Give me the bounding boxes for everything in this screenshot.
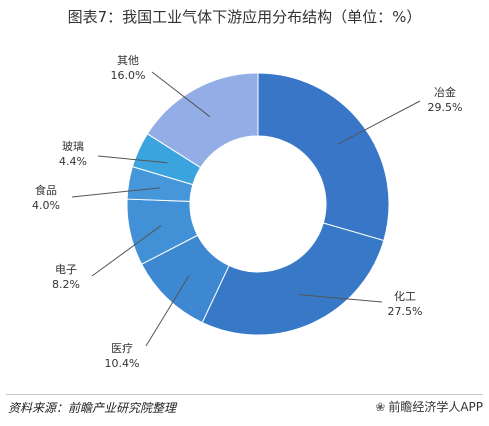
slice-label-0: 冶金 bbox=[434, 85, 456, 99]
slice-label-2: 医疗 bbox=[111, 341, 133, 355]
slice-label-6: 其他 bbox=[117, 54, 139, 67]
leader-line-6 bbox=[151, 71, 211, 118]
slice-label-3: 电子 bbox=[55, 263, 77, 276]
slice-value-2: 10.4% bbox=[105, 357, 140, 370]
wechat-icon: ❀ bbox=[375, 399, 386, 414]
source-note: 资料来源：前瞻产业研究院整理 bbox=[8, 401, 177, 415]
slice-value-3: 8.2% bbox=[52, 278, 80, 291]
footer-divider bbox=[6, 394, 483, 395]
leader-line-0 bbox=[337, 100, 421, 145]
brand-text: 前瞻经济学人APP bbox=[388, 400, 483, 414]
slice-1 bbox=[201, 222, 385, 336]
slice-value-4: 4.0% bbox=[32, 199, 60, 212]
chart-title: 图表7：我国工业气体下游应用分布结构（单位：%） bbox=[67, 8, 422, 26]
slice-value-1: 27.5% bbox=[388, 305, 423, 318]
leader-line-3 bbox=[91, 225, 162, 277]
donut-chart: 冶金 29.5% 化工 27.5% 医疗 10.4% 电子 8.2% 食品 4.0% 玻璃 4.4% 其… bbox=[32, 54, 463, 370]
slice-value-0: 29.5% bbox=[428, 101, 463, 114]
leader-line-5 bbox=[97, 155, 168, 164]
slice-label-1: 化工 bbox=[394, 289, 416, 303]
slice-value-5: 4.4% bbox=[59, 155, 87, 168]
brand-mark: ❀ 前瞻经济学人APP bbox=[375, 398, 483, 415]
slice-6 bbox=[146, 72, 259, 169]
leader-line-1 bbox=[298, 294, 383, 303]
leader-line-4 bbox=[71, 187, 160, 198]
slice-0 bbox=[257, 72, 390, 242]
slice-label-4: 食品 bbox=[35, 183, 57, 197]
slice-value-6: 16.0% bbox=[111, 69, 146, 82]
slice-label-5: 玻璃 bbox=[62, 139, 84, 153]
leader-line-2 bbox=[145, 275, 190, 347]
